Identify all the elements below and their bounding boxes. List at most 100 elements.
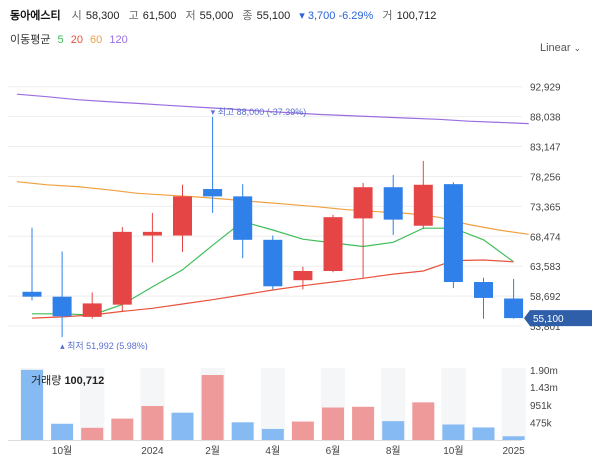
volume-bar (171, 412, 194, 440)
y-tick-label: 68,474 (530, 232, 561, 243)
candle (383, 174, 403, 235)
ma-legend-20[interactable]: 20 (70, 34, 83, 46)
volume-bar (291, 421, 314, 440)
volume-bar (261, 428, 284, 440)
candle (82, 292, 102, 319)
volume-bar (81, 427, 104, 440)
ma-legend-5[interactable]: 5 (57, 34, 64, 46)
volume-chart[interactable]: 1.90m 1.43m 951k 475k 10월 2024 2월 4월 6월 8월 10월 2025 (0, 362, 600, 464)
price-chart[interactable]: 92,929 88,038 83,147 78,256 73,365 68,474 63,5… (0, 60, 600, 350)
candle (112, 226, 132, 312)
candle (173, 184, 192, 253)
x-tick-label: 4월 (265, 445, 280, 457)
candle (52, 251, 72, 338)
candle (263, 235, 283, 290)
candle-body (413, 184, 433, 226)
volume-bar (412, 402, 435, 440)
volume-column-bg (501, 368, 526, 440)
volume-bar (21, 369, 43, 440)
candle-body (443, 184, 463, 283)
candle-body (52, 296, 72, 317)
volume-tick-label: 1.43m (530, 383, 558, 394)
volume-bar (201, 375, 224, 440)
candle (203, 116, 223, 213)
volume-bar (111, 418, 134, 440)
last-price-label: 55,100 (533, 314, 564, 325)
x-tick-label: 2월 (205, 445, 220, 457)
high-annotation: ▾ 최고 88,000 (-37.39%) (211, 107, 307, 117)
x-tick-label: 8월 (386, 445, 401, 457)
volume-header-value: 100,712 (396, 10, 437, 22)
ma-legend-120[interactable]: 120 (109, 34, 128, 46)
volume-bar (141, 406, 164, 440)
candle-body (263, 239, 283, 287)
volume-bar (322, 407, 344, 440)
x-tick-label: 10월 (443, 445, 463, 457)
volume-tick-label: 951k (530, 401, 553, 412)
volume-bar (51, 423, 74, 440)
ma-line-5 (32, 220, 514, 316)
candle-body (173, 196, 192, 236)
candle-body (474, 282, 493, 298)
candle-body (82, 303, 102, 317)
open-label: 시 (71, 10, 82, 22)
low-label: 저 (185, 10, 196, 22)
chevron-down-icon: ⌄ (573, 43, 582, 53)
x-tick-label: 6월 (326, 445, 341, 457)
volume-bar (231, 422, 254, 440)
y-tick-label: 73,365 (530, 202, 561, 213)
ma-legend-label: 이동평균 (10, 34, 51, 46)
candle-body (323, 217, 343, 272)
y-tick-label: 83,147 (530, 143, 561, 154)
candle (443, 182, 463, 289)
high-label: 고 (128, 10, 139, 22)
candle-body (504, 298, 524, 319)
volume-column-bg (260, 368, 285, 440)
volume-bar (502, 436, 525, 440)
candle-body (383, 187, 403, 220)
candle-body (233, 196, 253, 240)
candle-body (203, 189, 223, 197)
volume-bar (352, 406, 375, 440)
change-value: ▾ 3,700 -6.29% (299, 10, 374, 22)
high-value: 61,500 (142, 10, 177, 22)
volume-bar (382, 421, 405, 440)
volume-header-label: 거 (382, 10, 393, 22)
moving-average-legend: 이동평균 5 20 60 120 (10, 31, 132, 47)
scale-label: Linear (540, 42, 571, 54)
ma-legend-60[interactable]: 60 (90, 34, 103, 46)
candle (233, 184, 253, 259)
low-annotation: ▴ 최저 51,992 (5.98%) (60, 341, 148, 350)
low-value: 55,000 (199, 10, 234, 22)
candle (323, 214, 343, 273)
volume-bar (442, 424, 465, 440)
volume-panel-title: 거래량 (31, 375, 62, 387)
candle (353, 182, 373, 279)
ma-line-60 (16, 181, 529, 235)
ma-line-120 (16, 93, 529, 125)
candle (293, 266, 313, 290)
candle-body (142, 231, 162, 236)
candle (22, 227, 42, 301)
candle-body (353, 187, 373, 219)
volume-tick-label: 1.90m (530, 366, 558, 377)
open-value: 58,300 (85, 10, 120, 22)
scale-dropdown[interactable]: Linear ⌄ (540, 42, 581, 54)
x-tick-label: 2025 (502, 446, 525, 457)
candle (142, 212, 162, 263)
candle (413, 160, 433, 229)
y-tick-label: 53,801 (530, 322, 561, 333)
ma-line-20 (31, 259, 514, 319)
candle-body (112, 231, 132, 305)
x-tick-label: 10월 (52, 445, 72, 457)
close-label: 종 (242, 10, 253, 22)
volume-panel-value: 100,712 (64, 375, 105, 387)
candle (504, 278, 524, 319)
volume-bar (472, 427, 495, 440)
y-tick-label: 88,038 (530, 113, 561, 124)
close-value: 55,100 (256, 10, 291, 22)
stock-header: 동아에스티 시 58,300 고 61,500 저 55,000 종 55,10… (10, 7, 442, 23)
x-tick-label: 2024 (141, 446, 164, 457)
volume-tick-label: 475k (530, 418, 553, 429)
volume-panel-label: 거래량 100,712 (31, 372, 104, 388)
